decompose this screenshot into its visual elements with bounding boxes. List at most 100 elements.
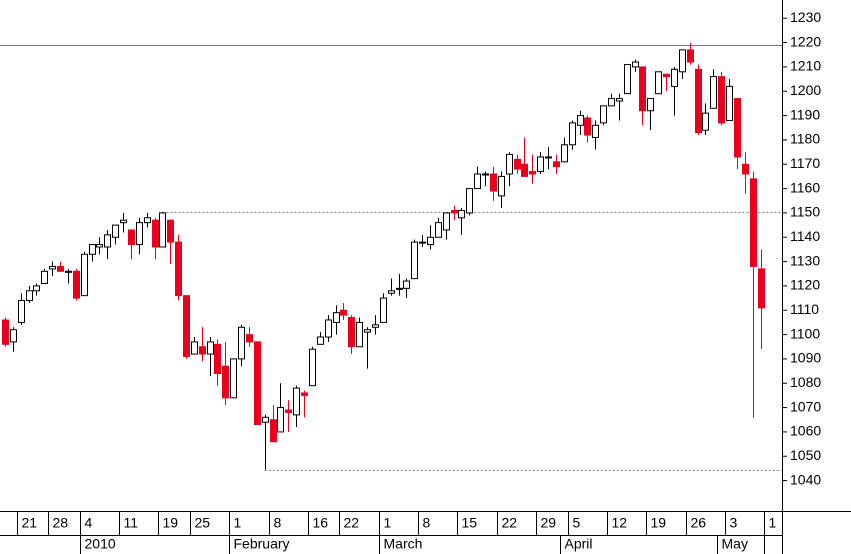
candle-body [632, 61, 639, 68]
candle-body [270, 419, 277, 443]
candle-body [608, 98, 615, 107]
candle-body [647, 98, 654, 112]
candle-body [561, 144, 568, 163]
x-tick-label: 22 [344, 515, 360, 531]
plot-area [0, 43, 782, 471]
x-tick-label: 15 [462, 515, 478, 531]
candle-body [514, 158, 521, 170]
x-tick-label: 21 [22, 515, 38, 531]
candle-body [317, 336, 324, 345]
candle-body [356, 321, 363, 348]
candle-body [159, 212, 166, 248]
candle-body [214, 343, 221, 375]
candle-body [695, 68, 702, 134]
candle-body [175, 241, 182, 297]
candle-body [529, 171, 536, 175]
x-tick-label: 8 [274, 515, 282, 531]
y-tick-label: 1150 [790, 204, 820, 220]
candle-body [466, 188, 473, 214]
candle-body [655, 71, 662, 95]
y-tick-label: 1100 [790, 325, 820, 341]
y-tick-label: 1050 [790, 447, 821, 463]
x-tick-label: 3 [730, 515, 738, 531]
candle-body [679, 49, 686, 73]
candle-body [10, 329, 17, 343]
x-tick-label: 26 [691, 515, 707, 531]
x-tick-label: 25 [195, 515, 211, 531]
candle-body [663, 73, 670, 78]
y-tick-label: 1230 [790, 9, 821, 25]
x-tick-label: 1 [384, 515, 392, 531]
x-tick-label: 5 [573, 515, 581, 531]
candle-body [624, 63, 631, 95]
candle-body [104, 234, 111, 248]
y-tick-label: 1140 [790, 228, 820, 244]
candle-body [199, 346, 206, 355]
candle-body [128, 229, 135, 246]
candle-body [41, 270, 48, 284]
y-tick-label: 1210 [790, 58, 821, 74]
y-tick-label: 1060 [790, 423, 821, 439]
candle-body [364, 329, 371, 333]
y-tick-label: 1130 [790, 252, 820, 268]
candle-body [490, 173, 497, 192]
y-tick-label: 1160 [790, 179, 820, 195]
y-tick-label: 1200 [790, 82, 821, 98]
candle-body [396, 287, 403, 290]
candle-body [671, 68, 678, 87]
candle-body [451, 209, 458, 214]
x-tick-label: 22 [502, 515, 518, 531]
candle-body [167, 219, 174, 243]
candle-body [96, 244, 103, 248]
x-tick-label: 28 [53, 515, 69, 531]
candle-body [506, 154, 513, 175]
candle-body [293, 387, 300, 416]
month-label: 2010 [85, 536, 116, 552]
candle-body [18, 300, 25, 323]
candle-body [348, 317, 355, 348]
candle-body [277, 407, 284, 433]
y-tick-label: 1080 [790, 374, 821, 390]
candle-body [616, 98, 623, 102]
candle-body [222, 365, 229, 399]
candle-body [443, 212, 450, 231]
y-tick-label: 1120 [790, 277, 820, 293]
x-tick-label: 29 [541, 515, 557, 531]
candle-body [262, 416, 269, 423]
candle-body [458, 209, 465, 219]
y-tick-label: 1110 [790, 301, 819, 317]
candle-body [435, 222, 442, 238]
y-tick-label: 1180 [790, 131, 820, 147]
candle-body [687, 49, 694, 63]
candle-body [372, 324, 379, 328]
month-label: April [565, 536, 593, 552]
candle-body [191, 341, 198, 355]
x-tick-label: 12 [612, 515, 628, 531]
candle-body [136, 222, 143, 246]
candle-body [726, 85, 733, 121]
candle-body [388, 290, 395, 294]
candle-body [183, 295, 190, 357]
candle-body [285, 409, 292, 413]
x-tick-label: 11 [124, 515, 139, 531]
candle-body [73, 270, 80, 299]
y-tick-label: 1040 [790, 471, 821, 487]
candle-body [600, 105, 607, 124]
candle-body [521, 163, 528, 177]
candle-body [2, 319, 9, 345]
candle-body [569, 122, 576, 146]
y-tick-label: 1070 [790, 398, 821, 414]
y-tick-label: 1190 [790, 106, 820, 122]
candle-body [639, 66, 646, 112]
candle-body [419, 241, 426, 244]
candle-body [734, 98, 741, 158]
candle-body [238, 326, 245, 360]
candle-body [537, 156, 544, 173]
candle-body [254, 341, 261, 426]
candle-body [57, 265, 64, 272]
candle-body [120, 219, 127, 224]
y-tick-label: 1170 [790, 155, 820, 171]
